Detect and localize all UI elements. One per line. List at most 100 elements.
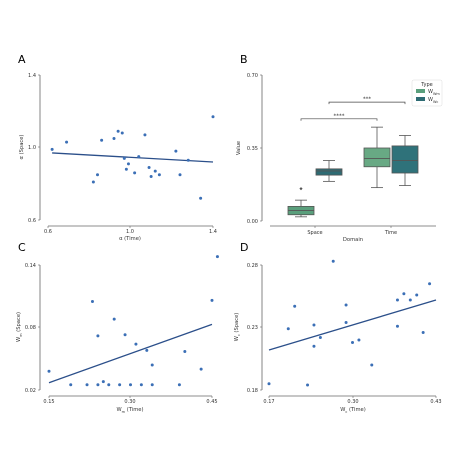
a-scatter-point: [149, 175, 153, 178]
c-x-axis-label: Wm (Time): [117, 407, 144, 414]
a-scatter-point: [126, 162, 130, 166]
a-scatter-point: [153, 169, 157, 173]
d-plot-area: [267, 259, 437, 387]
d-scatter-point: [286, 327, 290, 331]
a-x-tick-label: 1.4: [209, 229, 217, 235]
d-y-tick-label: 0.28: [247, 263, 258, 269]
a-scatter-point: [157, 173, 161, 177]
a-scatter-point: [120, 131, 124, 135]
b-significance-label: ***: [363, 97, 372, 103]
a-scatter-point: [211, 115, 215, 119]
a-scatter-point: [100, 138, 104, 142]
a-scatter-point: [199, 196, 203, 200]
a-scatter-point: [50, 147, 54, 151]
a-y-tick-label: 1.0: [28, 145, 36, 151]
panel-b: B 0.70 0.35 0.00 Space Time Domain Value…: [236, 53, 443, 243]
d-scatter-point: [293, 304, 297, 308]
b-legend-swatch-wm: [416, 89, 425, 93]
c-x-tick-label: 0.30: [124, 399, 135, 405]
d-scatter-point: [370, 363, 374, 367]
a-x-tick-label: 1.0: [126, 229, 134, 235]
b-space-wc-box: [315, 168, 343, 176]
panel-label-b: B: [240, 53, 248, 66]
c-y-tick-label: 0.02: [25, 388, 36, 394]
c-scatter-point: [139, 383, 143, 387]
c-x-axis-label-sub: m: [122, 410, 126, 414]
c-scatter-point: [90, 299, 94, 303]
b-legend-title: Type: [420, 82, 432, 88]
c-scatter-point: [96, 334, 100, 338]
b-x-tick-label-time: Time: [384, 230, 397, 236]
a-scatter-point: [124, 167, 128, 171]
d-scatter-point: [402, 292, 406, 296]
b-legend-entry-wm: Wm: [433, 92, 440, 96]
a-scatter-point: [143, 133, 147, 137]
d-scatter-point: [357, 338, 361, 342]
a-regression-line: [52, 152, 214, 163]
c-scatter-point: [134, 342, 138, 346]
d-scatter-point: [306, 383, 310, 387]
b-significance-bracket: [300, 118, 378, 121]
d-x-tick-label: 0.30: [347, 399, 358, 405]
c-x-tick-label: 0.15: [43, 399, 54, 405]
d-scatter-point: [395, 298, 399, 302]
b-x-tick-label-space: Space: [307, 230, 322, 236]
c-scatter-point: [183, 349, 187, 353]
c-scatter-point: [199, 367, 203, 371]
a-scatter-point: [96, 173, 99, 177]
c-x-tick-label: 0.45: [206, 399, 217, 405]
c-scatter-point: [69, 383, 73, 387]
a-x-axis-label: α (Time): [119, 236, 141, 242]
a-scatter-point: [65, 140, 69, 144]
b-time-wm-box: [363, 147, 391, 168]
a-scatter-point: [178, 173, 182, 177]
d-y-tick-label: 0.18: [247, 388, 258, 394]
b-legend-label-wc: WWc: [428, 97, 438, 104]
a-scatter-point: [122, 156, 126, 160]
b-plot-area: *******: [287, 97, 419, 218]
d-scatter-point: [344, 303, 348, 307]
b-legend: Type WWm WWc: [411, 79, 443, 107]
b-y-tick-label: 0.00: [247, 219, 258, 225]
a-y-tick-label: 1.4: [28, 73, 36, 79]
panel-label-c: C: [18, 241, 26, 254]
d-y-tick-label: 0.23: [247, 325, 258, 331]
d-scatter-point: [428, 282, 432, 286]
c-scatter-point: [210, 298, 214, 302]
c-regression-line: [48, 323, 213, 384]
c-scatter-point: [177, 383, 181, 387]
c-scatter-point: [150, 363, 154, 367]
a-scatter-point: [112, 136, 116, 140]
d-x-axis-label-sub: c: [345, 410, 347, 414]
c-scatter-point: [118, 383, 122, 387]
d-scatter-point: [395, 324, 399, 328]
a-scatter-point: [174, 149, 178, 153]
panel-d: D 0.28 0.23 0.18 0.17 0.30 0.43 Wc (Time…: [234, 241, 442, 414]
c-scatter-point: [145, 348, 149, 352]
b-significance-label: ****: [334, 113, 345, 119]
a-scatter-point: [133, 171, 137, 175]
d-scatter-point: [408, 298, 412, 302]
d-scatter-point: [421, 331, 425, 334]
c-y-axis-label: Wm (Space): [16, 312, 23, 342]
b-legend-label-wm: WWm: [428, 89, 440, 96]
b-y-tick-label: 0.70: [247, 73, 258, 79]
c-scatter-point: [47, 369, 51, 373]
d-scatter-point: [312, 344, 316, 348]
c-plot-area: [47, 255, 219, 387]
d-x-tick-label: 0.17: [263, 399, 274, 405]
panel-c: C 0.14 0.08 0.02 0.15 0.30 0.45 Wm (Time…: [16, 241, 219, 414]
d-scatter-point: [312, 323, 316, 327]
a-scatter-point: [186, 158, 190, 162]
a-x-tick-label: 0.6: [44, 229, 52, 235]
c-scatter-point: [107, 383, 111, 387]
d-regression-line: [268, 299, 437, 351]
d-y-axis-label-sub: c: [237, 334, 241, 336]
c-scatter-point: [96, 383, 100, 387]
d-x-axis-label: Wc (Time): [340, 407, 365, 414]
b-time-wc-box: [391, 145, 419, 174]
c-scatter-point: [129, 383, 132, 387]
b-legend-entry-wc: Wc: [433, 100, 438, 104]
c-scatter-point: [112, 317, 116, 321]
